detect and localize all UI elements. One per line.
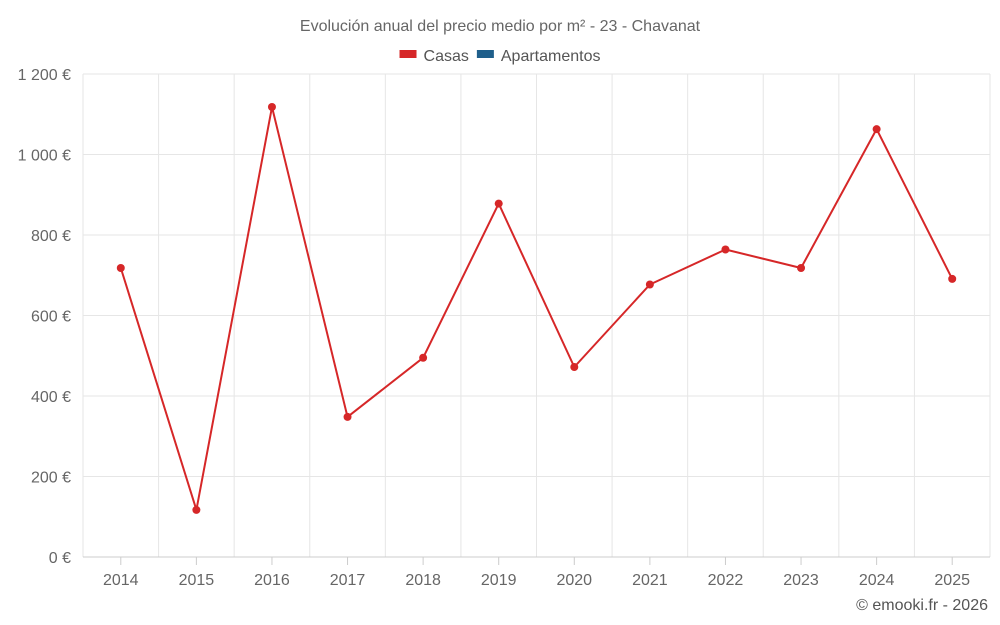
x-tick-label: 2020 [556,572,592,589]
x-tick-label: 2024 [859,572,895,589]
data-point[interactable] [645,280,654,289]
data-point[interactable] [570,363,579,372]
y-tick-label: 1 000 € [18,148,71,165]
y-tick-label: 200 € [31,470,71,487]
x-tick-label: 2018 [405,572,441,589]
data-point[interactable] [116,264,125,273]
data-point[interactable] [721,245,730,254]
legend-swatch-apartamentos [476,50,494,58]
series-layer [116,103,957,514]
legend-item-apartamentos[interactable]: Apartamentos [501,48,601,65]
y-tick-label: 800 € [31,228,71,245]
x-tick-label: 2017 [330,572,366,589]
x-tick-label: 2019 [481,572,517,589]
data-point[interactable] [494,199,503,208]
data-point[interactable] [192,505,201,514]
y-tick-label: 0 € [49,550,71,567]
data-point[interactable] [419,353,428,362]
y-tick-label: 1 200 € [18,67,71,84]
x-tick-label: 2025 [934,572,970,589]
y-tick-label: 400 € [31,389,71,406]
data-point[interactable] [948,274,957,283]
legend-swatch-casas [399,50,417,58]
y-axis: 0 € 200 € 400 € 600 € 800 € 1 000 € 1 200 € [18,67,71,567]
data-point[interactable] [797,264,806,273]
data-point[interactable] [343,412,352,421]
data-point[interactable] [872,125,881,134]
x-axis: 2014 2015 2016 2017 2018 2019 2020 2021 2022 2023… [83,556,990,589]
x-tick-label: 2014 [103,572,139,589]
chart-title: Evolución anual del precio medio por m² … [300,18,701,35]
credit-text: © emooki.fr - 2026 [856,597,988,614]
x-tick-label: 2015 [179,572,215,589]
legend-item-casas[interactable]: Casas [424,48,469,65]
data-point[interactable] [267,103,276,112]
legend: Casas Apartamentos [399,48,601,65]
series-line-casas [119,106,954,511]
x-tick-label: 2016 [254,572,290,589]
x-tick-label: 2022 [708,572,744,589]
y-tick-label: 600 € [31,309,71,326]
x-tick-label: 2021 [632,572,668,589]
gridlines [82,73,991,558]
x-tick-label: 2023 [783,572,819,589]
